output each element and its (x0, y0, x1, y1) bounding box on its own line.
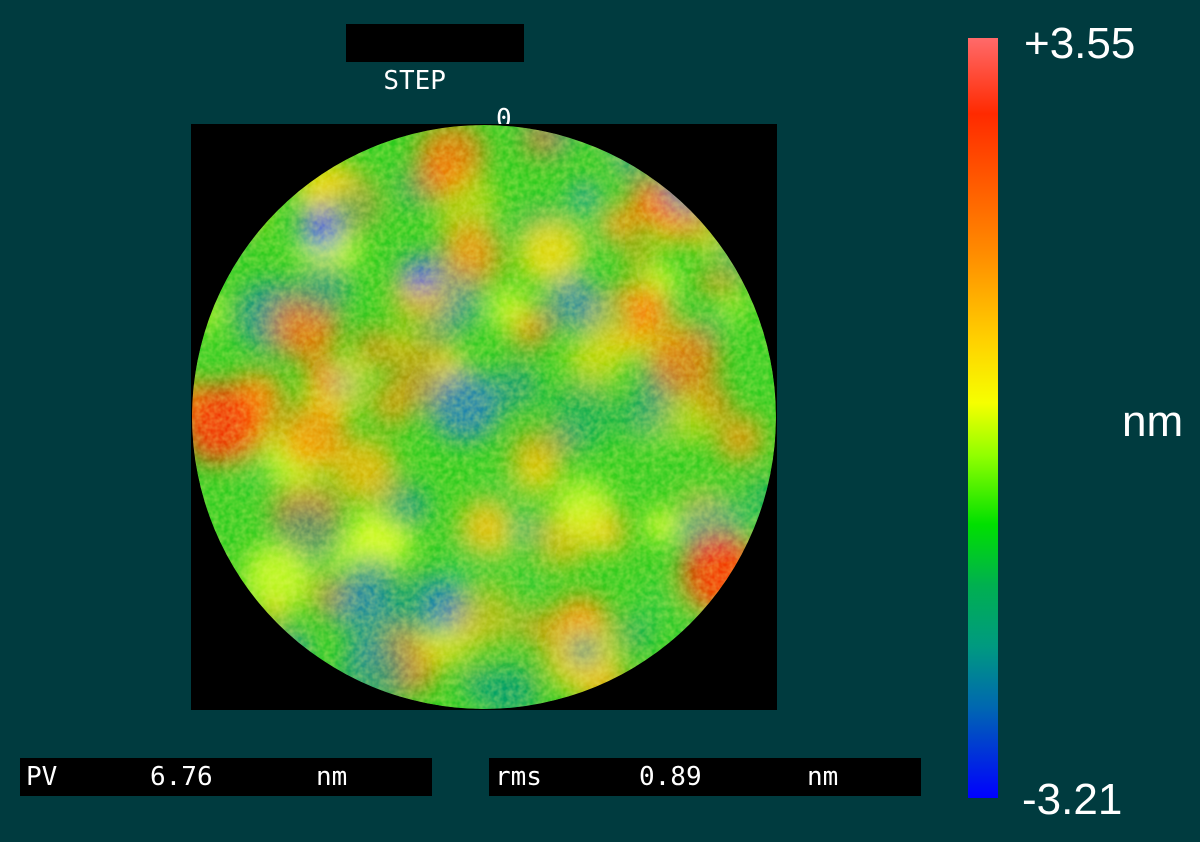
rms-readout: rms 0.89 nm (489, 758, 921, 796)
height-blob (192, 186, 252, 251)
pv-readout: PV 6.76 nm (20, 758, 432, 796)
height-blob (211, 628, 271, 687)
rms-unit: nm (807, 762, 839, 792)
height-blob (729, 685, 752, 707)
height-blob (688, 125, 725, 150)
height-blob (206, 172, 268, 234)
step-readout: STEP 0 (346, 24, 524, 134)
pv-unit: nm (316, 762, 348, 792)
height-blob (729, 171, 776, 223)
height-blob (205, 639, 230, 664)
height-blob (192, 674, 248, 709)
color-scale-unit: nm (1122, 397, 1184, 446)
rms-value: 0.89 (639, 762, 702, 792)
height-blob (192, 673, 212, 700)
height-blob (199, 649, 224, 673)
height-blob (758, 553, 776, 590)
height-blob (750, 239, 776, 273)
color-scale-max: +3.55 (1024, 19, 1136, 68)
height-blob (204, 148, 255, 199)
height-blob (740, 617, 776, 680)
height-blob (192, 663, 236, 709)
height-blob (192, 148, 229, 220)
pv-value: 6.76 (150, 762, 213, 792)
height-blob (736, 555, 776, 616)
rms-label: rms (495, 762, 542, 792)
height-blob (685, 621, 744, 680)
height-blob (234, 187, 261, 214)
surface-map-frame (191, 124, 777, 710)
color-scale-min: -3.21 (1022, 775, 1123, 824)
surface-height-map (192, 125, 776, 709)
height-blob (737, 622, 776, 662)
color-scale-bar (968, 38, 998, 798)
height-blob (200, 661, 229, 690)
pv-label: PV (26, 762, 58, 792)
height-blob (749, 561, 776, 606)
height-blob (734, 559, 776, 618)
step-label: STEP (383, 66, 446, 96)
